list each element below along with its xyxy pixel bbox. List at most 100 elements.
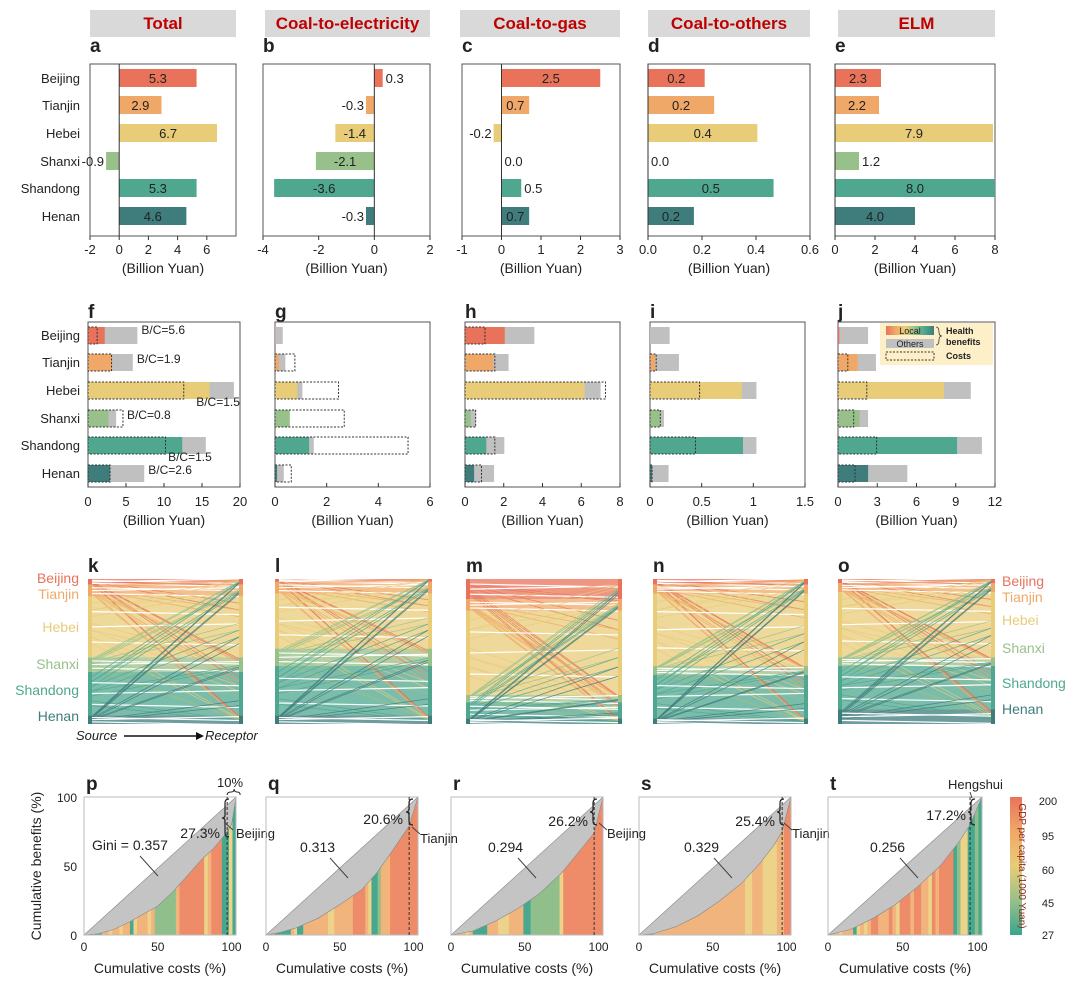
flow-separator (278, 716, 429, 721)
flow-separator (278, 677, 429, 682)
data-label: 0.7 (506, 98, 524, 113)
source-node-henan (838, 709, 842, 724)
cross-flow (656, 672, 805, 722)
tick-label: 2 (577, 242, 584, 257)
tick-label: 8 (991, 242, 998, 257)
legend-local-swatch (886, 326, 934, 335)
local-benefit-bar-shanxi (275, 410, 290, 427)
flow-separator (469, 705, 619, 710)
cross-flow (841, 582, 992, 714)
bar-tianjin (119, 96, 162, 114)
panel-g: g 0 2 4 6 (Billion Yuan) (271, 302, 433, 528)
cross-flow (91, 592, 240, 718)
flow-separator (278, 584, 429, 589)
row-label-hebei: Hebei (46, 383, 80, 398)
gini-leader-line (517, 857, 537, 879)
cross-flow (278, 586, 429, 653)
source-node-tianjin (466, 599, 470, 611)
tick-label: 0.2 (693, 242, 711, 257)
cross-flow (469, 594, 619, 720)
local-benefit-bar-henan (650, 465, 653, 482)
data-label: -0.3 (342, 209, 364, 224)
source-node-shandong (88, 671, 92, 716)
gdp-strip (888, 797, 893, 935)
cross-flow (91, 582, 240, 682)
gdp-strip (399, 797, 403, 935)
source-node-beijing (88, 579, 92, 585)
data-label: 0.2 (672, 98, 690, 113)
x-axis-label: (Billion Yuan) (688, 260, 770, 276)
flow-separator (91, 578, 240, 583)
panel-t: t 0 50 100 Cumulative costs (%) 0.256 17.2% Hen… (825, 774, 1003, 976)
bc-ratio-label: B/C=5.6 (141, 323, 185, 337)
gdp-strip (828, 797, 833, 935)
receptor-node-shanxi (239, 657, 243, 672)
data-label: -2.1 (334, 154, 356, 169)
cross-flow (656, 581, 805, 680)
flow-separator (278, 590, 429, 595)
tick-label: 0 (646, 494, 653, 509)
flow-separator (91, 587, 240, 592)
legend-brace (935, 326, 943, 346)
gdp-strip (414, 797, 418, 935)
cross-flow (91, 581, 240, 661)
flow-separator (656, 706, 805, 711)
bar-shanxi (835, 152, 859, 170)
panel-letter: k (88, 556, 99, 577)
gdp-strip (101, 797, 106, 935)
cross-flow (841, 581, 992, 672)
gdp-strip (281, 797, 286, 935)
colorbar-tick-label: 60 (1042, 865, 1054, 877)
panel-l: l (275, 556, 432, 726)
x-axis-label: (Billion Yuan) (305, 260, 387, 276)
cross-flow (841, 580, 992, 607)
gdp-strip (151, 797, 156, 935)
cost-bar-shandong (464, 436, 496, 455)
gdp-strip (653, 797, 658, 935)
tick-label: 0.6 (801, 242, 819, 257)
tick-label: 6 (913, 494, 920, 509)
cross-flow (91, 666, 240, 720)
arrow-head-icon (196, 732, 204, 740)
receptor-node-shandong (991, 666, 995, 710)
bc-ratio-label: B/C=1.9 (137, 352, 181, 366)
source-label-shandong: Shandong (15, 682, 79, 698)
cross-flow (656, 590, 805, 690)
panel-letter: m (466, 556, 483, 577)
flow-separator (91, 641, 240, 646)
cross-flow (278, 580, 429, 718)
data-label: 2.5 (542, 71, 560, 86)
data-label: 4.0 (866, 209, 884, 224)
gdp-strip (461, 797, 466, 935)
receptor-node-beijing (991, 579, 995, 584)
gdp-strip (881, 797, 886, 935)
cross-flow (656, 580, 805, 602)
panel-h: h 0 2 4 6 8 (Billion Yuan) (461, 302, 623, 528)
cross-flow (656, 671, 805, 722)
gdp-strip (971, 797, 976, 935)
bc-ratio-label: B/C=1.5 (168, 450, 212, 464)
gini-label: 0.256 (870, 839, 905, 855)
cross-flow (841, 586, 992, 660)
flow-separator (656, 578, 805, 583)
cross-flow (656, 582, 805, 720)
gdp-strip (709, 797, 714, 935)
gdp-strip (337, 797, 341, 935)
receptor-node-tianjin (804, 584, 808, 594)
cross-flow (278, 698, 429, 721)
brace-icon (405, 798, 414, 826)
cross-flow (656, 625, 805, 670)
source-node-shanxi (653, 666, 657, 675)
local-benefit-bar-shandong (465, 437, 487, 454)
top-share-label: 17.2% (926, 807, 966, 823)
cross-flow (91, 582, 240, 717)
local-benefit-bar-beijing (88, 327, 105, 344)
flow-separator (656, 611, 805, 616)
source-node-shandong (466, 702, 470, 719)
city-leader-line (598, 822, 608, 831)
flow-separator (278, 606, 429, 611)
x-axis-label: (Billion Yuan) (123, 512, 205, 528)
tick-label: 3 (874, 494, 881, 509)
y-axis-label: Cumulative benefits (%) (28, 792, 44, 941)
